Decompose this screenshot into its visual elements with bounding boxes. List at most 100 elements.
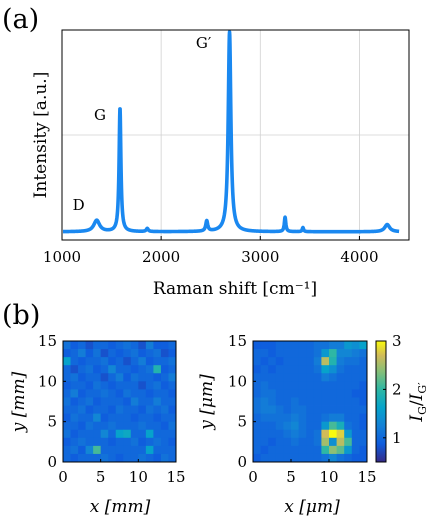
heatmap-um-cell: [291, 413, 299, 423]
heatmap-um-cell: [321, 365, 330, 374]
heatmap-mm-cell: [160, 405, 169, 414]
heatmap-um-cell: [313, 413, 322, 423]
heatmap-um-cell: [283, 437, 292, 447]
heatmap-um-cell: [298, 341, 307, 350]
heatmap-um-cell: [260, 373, 269, 382]
heatmap-mm-cell: [93, 445, 102, 455]
heatmap-mm-cell: [78, 381, 86, 390]
heatmap-um-cell: [283, 445, 292, 455]
heatmap-um-cell: [283, 365, 292, 374]
heatmap-um-cell: [336, 445, 345, 455]
heatmap-mm-cell: [63, 429, 71, 439]
heatmap-mm-cell: [78, 453, 86, 463]
heatmap-um-cell: [344, 445, 353, 455]
heatmap-mm-cell: [115, 341, 124, 350]
heatmap-mm-cell: [63, 437, 71, 447]
heatmap-mm-y-axis-label: y [mm]: [9, 371, 29, 433]
heatmap-um-cell: [298, 357, 307, 366]
heatmap-um-cell: [344, 429, 353, 439]
heatmap-mm-cell: [108, 453, 117, 463]
heatmap-mm-cell: [108, 381, 117, 390]
heatmap-um-cell: [313, 445, 322, 455]
heatmap-um-cell: [268, 365, 277, 374]
heatmap-um-cell: [359, 373, 368, 382]
heatmap-um-cell: [336, 453, 345, 463]
heatmap-um-cell: [298, 389, 307, 398]
heatmap-mm-cell: [93, 405, 102, 414]
heatmap-mm-cell: [123, 421, 132, 431]
heatmap-mm-cell: [123, 357, 132, 366]
heatmap-um-cell: [253, 405, 261, 414]
colorbar-gradient: [375, 340, 387, 463]
heatmap-mm-cell: [78, 429, 86, 439]
heatmap-um-cells: [253, 341, 368, 463]
heatmap-um-cell: [268, 413, 277, 423]
heatmap-um-cell: [344, 437, 353, 447]
heatmap-mm-cell: [108, 349, 117, 358]
colorbar-tick-label: 1: [392, 429, 402, 447]
heatmap-mm-cell: [100, 397, 109, 406]
heatmap-mm-cell: [138, 341, 147, 350]
heatmap-um-cell: [344, 421, 353, 431]
heatmap-um-cell: [260, 349, 269, 358]
heatmap-mm-cell: [70, 421, 79, 431]
heatmap-um-cell: [291, 421, 299, 431]
heatmap-um-cell: [351, 421, 360, 431]
heatmap-um-cell: [329, 397, 337, 406]
heatmap-mm-cell: [123, 373, 132, 382]
heatmap-um-cell: [359, 429, 368, 439]
heatmap-mm-cell: [160, 413, 169, 423]
heatmap-mm-cell: [93, 349, 102, 358]
heatmap-mm-cell: [138, 365, 147, 374]
heatmap-um-cell: [283, 341, 292, 350]
heatmap-mm-cell: [78, 389, 86, 398]
spectrum-chart: 1000 2000 3000 4000 D G G′ Raman shift [cm⁻¹]…: [31, 29, 410, 299]
heatmap-um-cell: [298, 429, 307, 439]
heatmap-mm-cell: [70, 373, 79, 382]
heatmap-um-cell: [351, 357, 360, 366]
heatmap-um-cell: [298, 349, 307, 358]
heatmap-mm-cell: [70, 349, 79, 358]
heatmap-mm-cell: [115, 413, 124, 423]
heatmap-um-cell: [291, 373, 299, 382]
heatmap-mm-cell: [138, 397, 147, 406]
heatmap-um-cell: [306, 389, 315, 398]
heatmap-mm-cell: [123, 413, 132, 423]
heatmap-mm-x-tick-label: 5: [96, 468, 106, 486]
heatmap-mm-cell: [115, 421, 124, 431]
heatmap-mm-cell: [145, 421, 154, 431]
heatmap-mm-cell: [70, 413, 79, 423]
heatmap-um: 00 5 5 10 10 15 15 x [μm] y [μm]: [197, 332, 377, 517]
panel-label-b: (b): [2, 300, 40, 331]
heatmap-um-cell: [268, 341, 277, 350]
heatmap-um-cell: [359, 413, 368, 423]
heatmap-um-cell: [336, 429, 345, 439]
heatmap-um-cell: [351, 389, 360, 398]
heatmap-mm-cell: [145, 437, 154, 447]
heatmap-um-cell: [298, 365, 307, 374]
heatmap-mm-cell: [160, 373, 169, 382]
heatmap-mm-cell: [138, 389, 147, 398]
heatmap-mm-cell: [93, 341, 102, 350]
heatmap-mm-cell: [130, 445, 139, 455]
heatmap-um-cell: [336, 405, 345, 414]
heatmap-um-cell: [313, 365, 322, 374]
heatmap-um-cell: [329, 429, 337, 439]
spectrum-x-tick-label: 4000: [340, 248, 378, 266]
heatmap-um-cell: [329, 341, 337, 350]
heatmap-um-cell: [313, 453, 322, 463]
heatmap-mm-cell: [168, 389, 177, 398]
heatmap-um-cell: [283, 413, 292, 423]
heatmap-mm-cell: [115, 429, 124, 439]
heatmap-mm-cell: [115, 397, 124, 406]
heatmap-um-cell: [359, 381, 368, 390]
heatmap-um-cell: [313, 405, 322, 414]
heatmap-um-cell: [268, 397, 277, 406]
heatmap-mm-cell: [108, 397, 117, 406]
heatmap-um-cell: [321, 437, 330, 447]
heatmap-mm-cell: [168, 397, 177, 406]
heatmap-um-cell: [291, 381, 299, 390]
heatmap-um-cell: [291, 445, 299, 455]
heatmap-mm-cell: [153, 389, 162, 398]
heatmap-um-cell: [268, 389, 277, 398]
